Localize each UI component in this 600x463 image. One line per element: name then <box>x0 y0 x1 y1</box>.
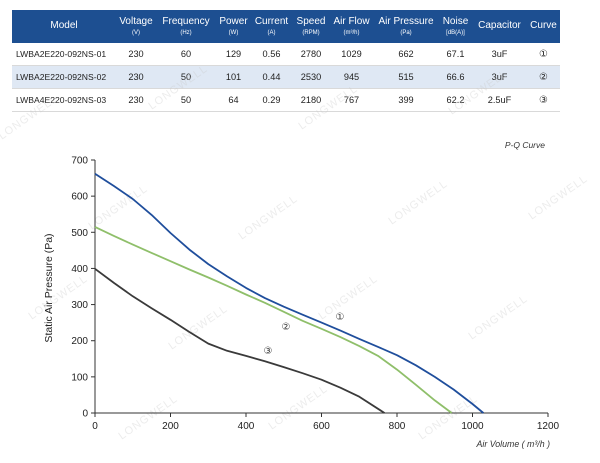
x-tick-label: 1000 <box>461 421 484 432</box>
column-header-unit: (V) <box>132 29 140 36</box>
table-cell: 230 <box>116 65 156 89</box>
column-header: Noise [dB(A)] <box>439 10 472 43</box>
column-header: Power (W) <box>216 10 251 43</box>
x-tick-label: 400 <box>238 421 255 432</box>
y-tick-label: 100 <box>71 372 88 383</box>
x-tick-label: 800 <box>389 421 406 432</box>
spec-table: Model Voltage (V) Frequency (Hz) Power (W) Curr… <box>12 10 560 112</box>
column-header: Current (A) <box>251 10 292 43</box>
column-header-label: Curve <box>530 20 557 32</box>
model-cell: LWBA2E220-092NS-02 <box>12 65 116 89</box>
table-cell: 129 <box>216 43 251 66</box>
table-cell: 2530 <box>292 65 330 89</box>
curve-cell: ③ <box>527 88 560 112</box>
table-cell: 0.56 <box>251 43 292 66</box>
table-cell: 230 <box>116 88 156 112</box>
series-label-2: ② <box>282 322 291 333</box>
column-header-unit: [dB(A)] <box>446 29 465 36</box>
table-cell: 101 <box>216 65 251 89</box>
table-row: LWBA2E220-092NS-02 230 50 101 0.44 2530 945 515… <box>12 65 560 89</box>
table-cell: 399 <box>373 88 439 112</box>
table-cell: 945 <box>330 65 373 89</box>
table-cell: 66.6 <box>439 65 472 89</box>
column-header: Capacitor <box>472 10 527 43</box>
y-axis-label: Static Air Pressure (Pa) <box>43 233 55 342</box>
chart-series: ① ② ③ <box>94 172 484 414</box>
column-header: Model <box>12 10 116 43</box>
table-cell: 767 <box>330 88 373 112</box>
y-tick-label: 300 <box>71 300 88 311</box>
column-header: Speed (RPM) <box>292 10 330 43</box>
series-label-1: ① <box>336 312 345 323</box>
x-axis-label: Air Volume ( m³/h ) <box>476 439 551 449</box>
table-cell: 62.2 <box>439 88 472 112</box>
y-tick-label: 200 <box>71 336 88 347</box>
y-tick-label: 500 <box>71 228 88 239</box>
x-tick-label: 0 <box>92 421 98 432</box>
column-header-label: Air Flow <box>333 16 370 28</box>
series-label-3: ③ <box>264 346 273 357</box>
series-line-2 <box>94 226 453 414</box>
column-header-label: Current <box>254 16 289 28</box>
column-header-unit: (A) <box>267 29 276 36</box>
y-tick-label: 700 <box>71 156 88 167</box>
column-header-unit: (RPM) <box>302 29 320 36</box>
column-header-label: Frequency <box>162 16 210 28</box>
table-cell: 3uF <box>472 65 527 89</box>
x-tick-label: 1200 <box>537 421 560 432</box>
chart-title: P-Q Curve <box>505 140 545 150</box>
table-cell: 0.44 <box>251 65 292 89</box>
column-header: Frequency (Hz) <box>156 10 216 43</box>
column-header-label: Speed <box>296 16 326 28</box>
column-header-unit: (m³/h) <box>343 29 360 36</box>
table-cell: 515 <box>373 65 439 89</box>
column-header: Air Pressure (Pa) <box>373 10 439 43</box>
table-cell: 662 <box>373 43 439 66</box>
curve-cell: ② <box>527 65 560 89</box>
column-header-unit: (Hz) <box>180 29 192 36</box>
table-cell: 50 <box>156 88 216 112</box>
column-header-label: Noise <box>442 16 469 28</box>
column-header: Curve <box>527 10 560 43</box>
table-cell: 2180 <box>292 88 330 112</box>
y-tick-label: 400 <box>71 264 88 275</box>
column-header-label: Power <box>219 16 248 28</box>
model-cell: LWBA4E220-092NS-03 <box>12 88 116 112</box>
column-header-unit: (Pa) <box>400 29 412 36</box>
x-tick-label: 200 <box>162 421 179 432</box>
column-header-label: Model <box>50 20 78 32</box>
chart-axes: 0 100 200 300 400 500 600 700 0 200 400 600 800 1000 1… <box>71 156 559 433</box>
x-tick-label: 600 <box>313 421 330 432</box>
table-cell: 230 <box>116 43 156 66</box>
table-header-row: Model Voltage (V) Frequency (Hz) Power (W) Curr… <box>12 10 560 43</box>
series-line-3 <box>94 268 385 414</box>
table-cell: 67.1 <box>439 43 472 66</box>
table-cell: 2.5uF <box>472 88 527 112</box>
column-header: Air Flow (m³/h) <box>330 10 373 43</box>
table-cell: 2780 <box>292 43 330 66</box>
y-tick-label: 600 <box>71 192 88 203</box>
column-header-unit: (W) <box>228 29 239 36</box>
table-row: LWBA4E220-092NS-03 230 50 64 0.29 2180 767 399 6… <box>12 88 560 112</box>
column-header-label: Voltage <box>119 16 153 28</box>
column-header-label: Capacitor <box>478 20 521 32</box>
y-tick-label: 0 <box>82 409 88 420</box>
table-cell: 3uF <box>472 43 527 66</box>
table-cell: 50 <box>156 65 216 89</box>
table-body: LWBA2E220-092NS-01 230 60 129 0.56 2780 1029 66… <box>12 43 560 112</box>
column-header: Voltage (V) <box>116 10 156 43</box>
model-cell: LWBA2E220-092NS-01 <box>12 43 116 66</box>
series-line-1 <box>94 172 484 414</box>
table-cell: 60 <box>156 43 216 66</box>
table-cell: 1029 <box>330 43 373 66</box>
curve-cell: ① <box>527 43 560 66</box>
table-row: LWBA2E220-092NS-01 230 60 129 0.56 2780 1029 66… <box>12 43 560 66</box>
table-cell: 64 <box>216 88 251 112</box>
column-header-label: Air Pressure <box>378 16 434 28</box>
table-cell: 0.29 <box>251 88 292 112</box>
